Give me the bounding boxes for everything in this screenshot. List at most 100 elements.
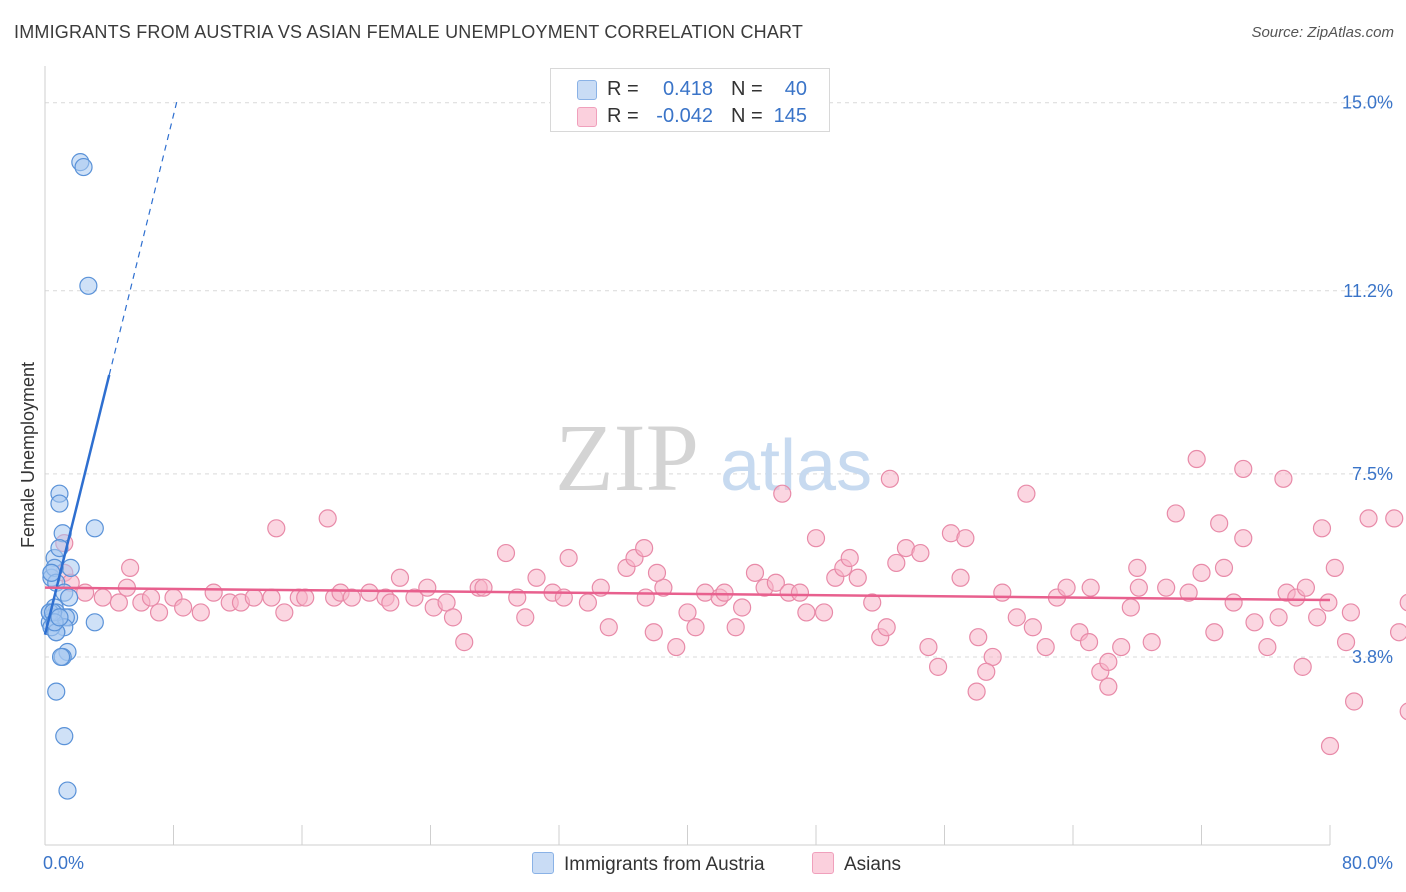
legend-swatch-asians: [577, 107, 597, 127]
legend-n-label: N =: [731, 105, 763, 127]
asians-point-73: [848, 568, 867, 587]
asians-point-52: [644, 623, 663, 642]
austria-point-2: [79, 276, 98, 295]
asians-point-79: [911, 543, 930, 563]
asians-point-116: [1308, 608, 1327, 627]
asians-point-130: [1274, 469, 1293, 488]
asians-point-68: [806, 529, 826, 548]
asians-point-42: [527, 568, 546, 587]
y-tick-label-2: 11.2%: [1343, 281, 1393, 301]
asians-point-139: [1210, 514, 1229, 533]
asians-point-62: [745, 563, 765, 582]
asians-point-81: [928, 657, 948, 676]
asians-point-143: [1079, 633, 1099, 652]
asians-point-141: [635, 538, 654, 558]
asians-point-60: [726, 618, 745, 637]
asians-point-140: [1385, 509, 1404, 528]
asians-point-66: [790, 583, 810, 602]
austria-point-32: [47, 682, 66, 701]
austria-point-15: [59, 588, 79, 607]
asians-point-26: [342, 588, 361, 607]
asians-point-95: [1081, 578, 1100, 597]
chart-title: IMMIGRANTS FROM AUSTRIA VS ASIAN FEMALE …: [14, 22, 804, 42]
asians-point-41: [516, 608, 535, 627]
asians-point-125: [1389, 623, 1406, 642]
asians-point-3: [76, 583, 95, 602]
bottom-legend-label-austria: Immigrants from Austria: [564, 854, 765, 875]
asians-point-35: [443, 608, 463, 627]
asians-point-115: [1296, 578, 1316, 597]
asians-point-9: [141, 588, 161, 607]
asians-point-122: [1336, 633, 1356, 652]
asians-point-5: [109, 593, 128, 612]
austria-point-37: [42, 563, 61, 582]
asians-points: [55, 449, 1406, 756]
legend-n-value-asians: 145: [773, 105, 807, 127]
asians-point-23: [318, 509, 337, 528]
bottom-legend-asians: Asians: [812, 852, 901, 876]
asians-point-22: [296, 588, 315, 607]
austria-point-31: [51, 647, 71, 667]
asians-point-136: [977, 662, 996, 681]
asians-point-67: [797, 603, 816, 622]
asians-point-91: [1036, 637, 1055, 657]
asians-point-124: [1359, 509, 1378, 528]
watermark-atlas: atlas: [720, 426, 872, 506]
asians-point-108: [1224, 593, 1243, 612]
asians-point-118: [1320, 736, 1340, 756]
legend-r-label: R =: [607, 78, 639, 100]
y-tick-label-3: 15.0%: [1342, 93, 1393, 113]
asians-point-85: [969, 628, 988, 647]
asians-point-97: [1099, 652, 1118, 672]
source-label: Source: ZipAtlas.com: [1251, 24, 1394, 41]
asians-point-84: [956, 529, 975, 548]
asians-point-129: [1234, 459, 1253, 479]
asians-point-69: [814, 603, 834, 622]
asians-point-29: [381, 593, 400, 612]
asians-point-77: [887, 553, 906, 573]
y-tick-label-1: 7.5%: [1352, 464, 1393, 484]
bottom-legend-label-asians: Asians: [844, 854, 902, 875]
asians-point-123: [1344, 692, 1364, 711]
asians-point-135: [967, 682, 986, 701]
legend-row-asians: R = -0.042 N = 145: [551, 102, 829, 129]
bottom-legend-swatch-austria: [532, 852, 554, 874]
asians-point-107: [1214, 558, 1234, 577]
austria-point-1: [74, 157, 93, 177]
asians-point-127: [1399, 593, 1406, 612]
asians-point-137: [1128, 558, 1147, 577]
asians-point-14: [204, 583, 223, 602]
bottom-legend-swatch-asians: [812, 852, 834, 874]
asians-point-110: [1245, 613, 1264, 632]
asians-point-54: [667, 637, 686, 657]
asians-point-119: [1312, 519, 1332, 538]
asians-point-10: [149, 603, 169, 622]
asians-point-117: [1319, 593, 1338, 612]
asians-point-4: [93, 588, 112, 607]
austria-point-34: [58, 781, 77, 800]
asians-point-102: [1157, 578, 1176, 597]
austria-point-24: [85, 613, 104, 632]
asians-point-109: [1234, 529, 1253, 548]
asians-point-89: [1017, 484, 1036, 503]
austria-point-39: [50, 608, 69, 627]
legend-r-value-asians: -0.042: [656, 105, 713, 127]
asians-point-98: [1112, 637, 1131, 657]
asians-point-134: [880, 469, 899, 488]
x-tick-label-max: 80.0%: [1342, 853, 1393, 873]
asians-point-126: [1399, 702, 1406, 721]
asians-point-39: [496, 543, 516, 563]
asians-point-131: [1099, 677, 1118, 696]
asians-point-133: [1187, 449, 1206, 469]
asians-point-48: [599, 618, 618, 637]
asians-point-46: [578, 593, 598, 612]
asians-point-74: [863, 593, 882, 612]
asians-point-90: [1023, 618, 1042, 637]
asians-point-101: [1142, 633, 1161, 652]
asians-point-55: [678, 603, 697, 622]
asians-point-19: [262, 588, 281, 607]
asians-point-106: [1205, 623, 1224, 642]
legend-r-value-austria: 0.418: [662, 78, 713, 100]
asians-point-61: [733, 598, 752, 617]
